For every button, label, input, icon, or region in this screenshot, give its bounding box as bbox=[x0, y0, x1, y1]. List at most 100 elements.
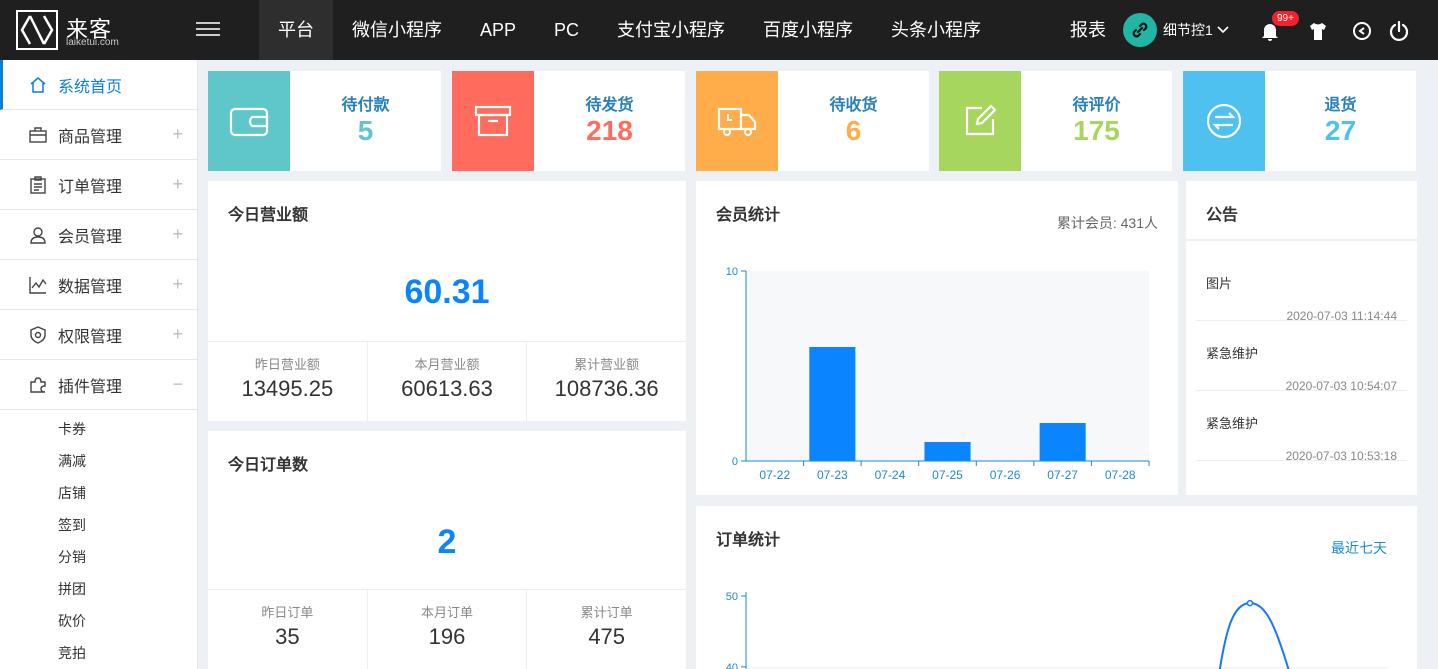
summary-value: 475 bbox=[588, 624, 626, 649]
today-revenue-value: 60.31 bbox=[404, 273, 490, 311]
tab-toutiao-mini[interactable]: 头条小程序 bbox=[891, 20, 982, 40]
logo[interactable]: 来客 laiketui.com bbox=[16, 10, 156, 50]
x-tick-label: 07-25 bbox=[932, 468, 963, 482]
x-tick-label: 07-27 bbox=[1047, 468, 1078, 482]
plot-area bbox=[746, 271, 1149, 461]
notice-title: 紧急维护 bbox=[1206, 416, 1259, 431]
sidebar-item-label: 插件管理 bbox=[58, 378, 123, 396]
stat-label: 待发货 bbox=[585, 97, 634, 114]
sidebar-subitem-distribution[interactable]: 分销 bbox=[58, 549, 86, 565]
expand-plus-icon[interactable]: + bbox=[172, 124, 183, 144]
report-link[interactable]: 报表 bbox=[1070, 20, 1106, 40]
stat-card-pending-payment[interactable]: 待付款 5 bbox=[208, 71, 441, 171]
sidebar-item-plugins[interactable]: 插件管理 − bbox=[0, 360, 197, 410]
tab-pc[interactable]: PC bbox=[554, 20, 580, 40]
member-total: 累计会员: 431人 bbox=[1056, 215, 1158, 231]
tab-alipay-mini[interactable]: 支付宝小程序 bbox=[617, 20, 726, 40]
stat-card-pending-review[interactable]: 待评价 175 bbox=[939, 71, 1172, 171]
sidebar-item-home[interactable]: 系统首页 bbox=[0, 60, 197, 110]
tab-baidu-mini[interactable]: 百度小程序 bbox=[763, 20, 854, 40]
sidebar-item-members[interactable]: 会员管理 + bbox=[0, 210, 197, 260]
bar bbox=[924, 442, 971, 461]
divider bbox=[1186, 239, 1417, 241]
user-name: 细节控1 bbox=[1163, 22, 1213, 38]
summary-value: 13495.25 bbox=[241, 376, 334, 401]
summary-cell: 昨日订单 35 bbox=[208, 590, 367, 669]
x-tick-label: 07-24 bbox=[875, 468, 906, 482]
notice-item[interactable]: 紧急维护 2020-07-03 10:53:18 bbox=[1196, 391, 1407, 463]
range-last-seven-days[interactable]: 最近七天 bbox=[1331, 540, 1387, 556]
sidebar-item-products[interactable]: 商品管理 + bbox=[0, 110, 197, 160]
summary-label: 累计订单 bbox=[580, 605, 633, 620]
orders-card: 今日订单数 2 昨日订单 35 本月订单 196 累计订单 475 bbox=[208, 431, 686, 669]
summary-label: 本月订单 bbox=[421, 605, 474, 620]
member-stats-card: 会员统计 累计会员: 431人 0 10 07-22 07-23 07-24 07-25 0… bbox=[696, 181, 1178, 495]
sidebar-subitem-coupon[interactable]: 卡券 bbox=[58, 421, 86, 437]
y-tick-label: 50 bbox=[726, 591, 738, 603]
sidebar-subitem-checkin[interactable]: 签到 bbox=[58, 517, 86, 533]
sidebar-item-label: 权限管理 bbox=[58, 328, 123, 346]
notification-badge: 99+ bbox=[1272, 11, 1299, 26]
sidebar-item-label: 数据管理 bbox=[58, 278, 123, 296]
y-tick-label: 10 bbox=[726, 266, 738, 278]
sidebar-subitem-store[interactable]: 店铺 bbox=[58, 485, 86, 501]
stat-label: 待收货 bbox=[829, 97, 878, 114]
sidebar-item-label: 订单管理 bbox=[58, 178, 123, 196]
summary-label: 昨日订单 bbox=[261, 605, 314, 620]
sidebar-subitem-bargain[interactable]: 砍价 bbox=[58, 613, 86, 629]
stat-label: 待评价 bbox=[1072, 97, 1121, 114]
sidebar-item-data[interactable]: 数据管理 + bbox=[0, 260, 197, 310]
card-title: 今日营业额 bbox=[228, 207, 309, 224]
stat-value: 175 bbox=[1073, 115, 1120, 146]
stat-value: 6 bbox=[845, 115, 862, 146]
order-stats-card: 订单统计 最近七天 40 50 bbox=[696, 506, 1417, 669]
box-icon bbox=[452, 71, 534, 171]
x-tick-label: 07-26 bbox=[990, 468, 1021, 482]
collapse-minus-icon[interactable]: − bbox=[172, 374, 183, 394]
revenue-summary: 昨日营业额 13495.25 本月营业额 60613.63 累计营业额 108736.… bbox=[208, 341, 686, 421]
stat-card-pending-shipment[interactable]: 待发货 218 bbox=[452, 71, 685, 171]
tab-wechat-mini[interactable]: 微信小程序 bbox=[352, 20, 442, 40]
summary-label: 昨日营业额 bbox=[254, 357, 320, 372]
chevron-down-icon bbox=[1217, 21, 1229, 39]
notice-date: 2020-07-03 10:53:18 bbox=[1285, 449, 1397, 463]
notice-date: 2020-07-03 10:54:07 bbox=[1285, 379, 1397, 393]
stat-value: 5 bbox=[357, 115, 374, 146]
tab-platform[interactable]: 平台 bbox=[259, 0, 333, 60]
notice-title: 紧急维护 bbox=[1206, 346, 1259, 361]
sidebar-subitem-groupbuy[interactable]: 拼团 bbox=[58, 581, 86, 597]
truck-icon bbox=[696, 71, 778, 171]
today-orders-value: 2 bbox=[437, 523, 457, 561]
stat-card-returns[interactable]: 退货 27 bbox=[1183, 71, 1416, 171]
member-bar-chart: 0 10 07-22 07-23 07-24 07-25 07-26 07-27 07-28 bbox=[726, 266, 1150, 482]
sidebar-subitem-discount[interactable]: 满减 bbox=[58, 453, 86, 469]
expand-plus-icon[interactable]: + bbox=[172, 274, 183, 294]
card-title: 会员统计 bbox=[716, 207, 781, 224]
power-icon[interactable] bbox=[1388, 20, 1410, 42]
top-bar: 来客 laiketui.com 平台 微信小程序 APP PC 支付宝小程序 百… bbox=[0, 0, 1438, 60]
stat-value: 27 bbox=[1324, 115, 1357, 146]
expand-plus-icon[interactable]: + bbox=[172, 324, 183, 344]
bell-icon[interactable] bbox=[1259, 20, 1281, 42]
bar bbox=[809, 347, 856, 461]
revenue-card: 今日营业额 60.31 昨日营业额 13495.25 本月营业额 60613.63 … bbox=[208, 181, 686, 421]
notice-item[interactable]: 图片 2020-07-03 11:14:44 bbox=[1196, 251, 1407, 323]
stat-card-pending-receipt[interactable]: 待收货 6 bbox=[696, 71, 929, 171]
menu-toggle-icon[interactable] bbox=[196, 18, 220, 42]
sidebar-item-permissions[interactable]: 权限管理 + bbox=[0, 310, 197, 360]
notice-item[interactable]: 紧急维护 2020-07-03 10:54:07 bbox=[1196, 321, 1407, 393]
shirt-icon[interactable] bbox=[1307, 20, 1329, 42]
y-tick-label: 40 bbox=[726, 662, 738, 669]
sidebar-subitem-auction[interactable]: 竞拍 bbox=[58, 645, 86, 661]
summary-label: 本月营业额 bbox=[414, 357, 480, 372]
stat-label: 退货 bbox=[1324, 97, 1357, 114]
back-icon[interactable] bbox=[1351, 20, 1373, 42]
user-menu[interactable]: 细节控1 bbox=[1123, 13, 1229, 47]
expand-plus-icon[interactable]: + bbox=[172, 224, 183, 244]
sidebar-item-orders[interactable]: 订单管理 + bbox=[0, 160, 197, 210]
expand-plus-icon[interactable]: + bbox=[172, 174, 183, 194]
logo-title: 来客 bbox=[66, 17, 113, 42]
tab-app[interactable]: APP bbox=[480, 20, 517, 40]
linechart-icon bbox=[28, 275, 48, 295]
x-tick-label: 07-23 bbox=[817, 468, 848, 482]
